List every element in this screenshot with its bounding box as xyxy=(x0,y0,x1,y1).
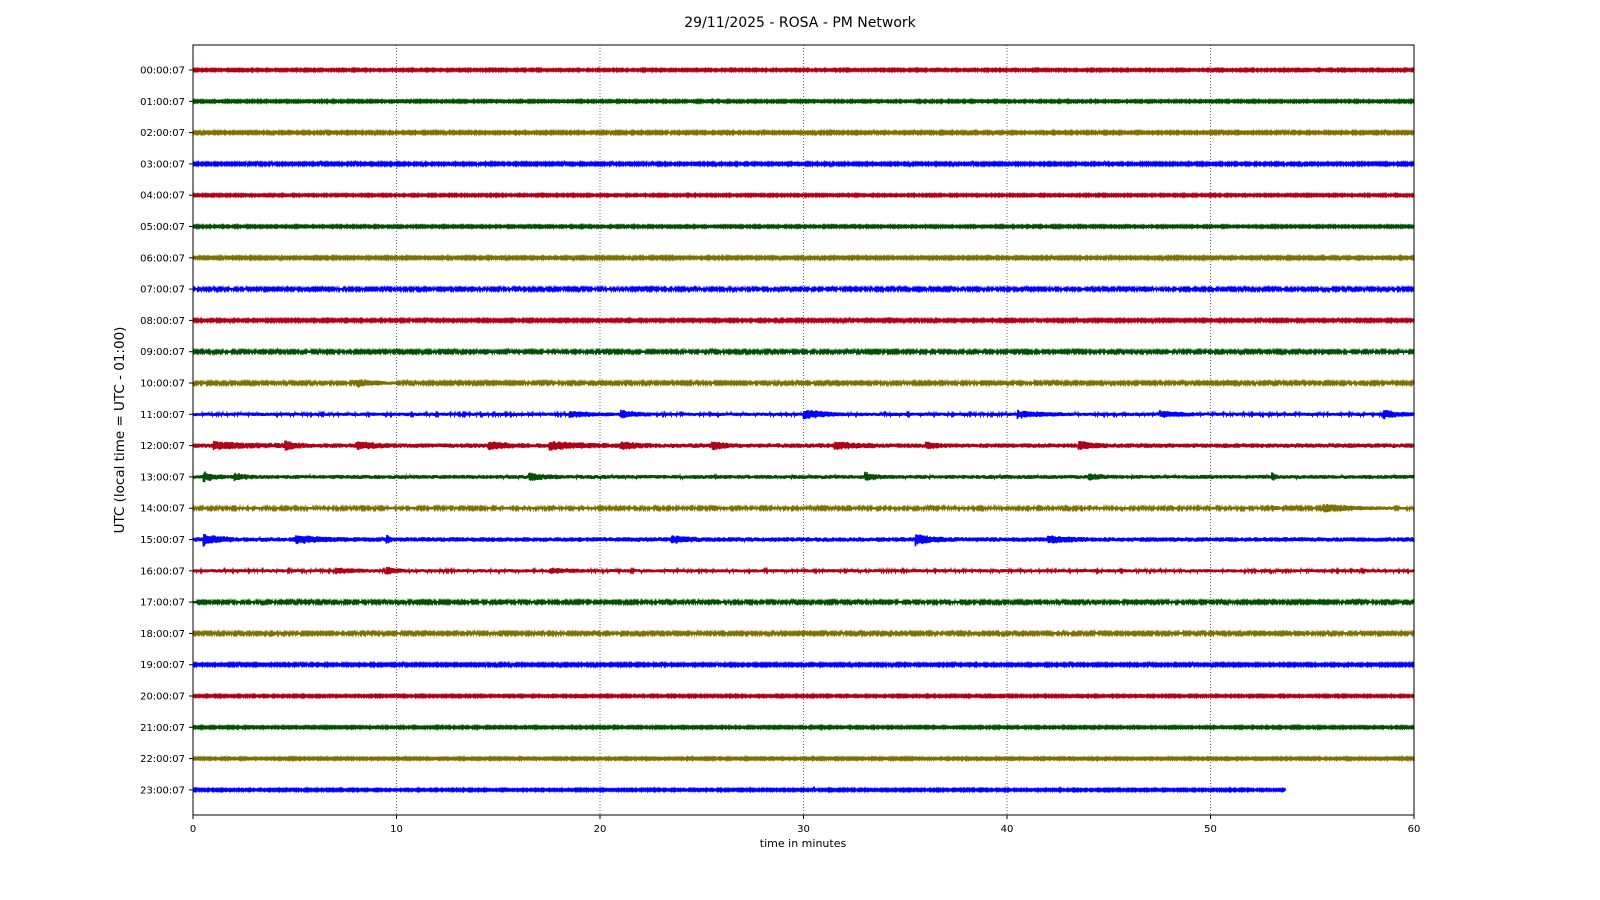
y-tick-label: 20:00:07 xyxy=(140,692,185,703)
y-tick-label: 02:00:07 xyxy=(140,128,185,139)
trace-row xyxy=(192,316,1415,325)
x-tick-label: 50 xyxy=(1204,824,1217,835)
trace-row xyxy=(192,471,1415,483)
x-tick-label: 0 xyxy=(190,824,196,835)
y-tick-label: 22:00:07 xyxy=(140,754,185,765)
y-tick-label: 21:00:07 xyxy=(140,723,185,734)
y-axis-label: UTC (local time = UTC - 01:00) xyxy=(112,327,128,534)
chart-title: 29/11/2025 - ROSA - PM Network xyxy=(684,15,916,31)
y-tick-label: 08:00:07 xyxy=(140,316,185,327)
y-tick-label: 13:00:07 xyxy=(140,472,185,483)
y-tick-label: 15:00:07 xyxy=(140,535,185,546)
trace-row xyxy=(192,128,1415,137)
x-tick-label: 20 xyxy=(594,824,607,835)
y-tick-label: 12:00:07 xyxy=(140,441,185,452)
trace-row xyxy=(192,754,1415,763)
y-tick-label: 09:00:07 xyxy=(140,347,185,358)
trace-row xyxy=(192,66,1415,74)
trace-row xyxy=(192,253,1415,263)
y-tick-label: 01:00:07 xyxy=(140,97,185,108)
trace-row xyxy=(192,440,1415,451)
y-tick-label: 10:00:07 xyxy=(140,379,185,390)
y-tick-label: 11:00:07 xyxy=(140,410,185,421)
x-axis-label: time in minutes xyxy=(760,837,847,850)
trace-row xyxy=(192,660,1415,669)
trace-row xyxy=(192,284,1415,294)
trace-row xyxy=(192,629,1415,638)
y-tick-label: 04:00:07 xyxy=(140,191,185,202)
y-tick-label: 19:00:07 xyxy=(140,660,185,671)
trace-row xyxy=(192,566,1415,576)
y-tick-label: 14:00:07 xyxy=(140,504,185,515)
trace-row xyxy=(192,409,1415,420)
y-tick-labels: 00:00:07 01:00:07 02:00:07 03:00:07 04:00:07… xyxy=(140,66,193,796)
y-tick-label: 18:00:07 xyxy=(140,629,185,640)
trace-row xyxy=(192,503,1415,513)
trace-row xyxy=(192,378,1415,388)
trace-row xyxy=(192,723,1415,732)
y-tick-label: 06:00:07 xyxy=(140,253,185,264)
y-tick-label: 16:00:07 xyxy=(140,566,185,577)
y-tick-label: 07:00:07 xyxy=(140,285,185,296)
y-tick-label: 05:00:07 xyxy=(140,222,185,233)
trace-row xyxy=(192,222,1415,231)
x-tick-label: 30 xyxy=(797,824,810,835)
trace-row xyxy=(192,191,1415,200)
trace-row xyxy=(192,692,1415,700)
x-tick-label: 60 xyxy=(1408,824,1421,835)
trace-row xyxy=(192,97,1415,106)
trace-row xyxy=(192,533,1415,547)
y-tick-label: 23:00:07 xyxy=(140,785,185,796)
x-tick-labels: 0 10 20 30 40 50 60 xyxy=(190,815,1421,835)
y-tick-label: 17:00:07 xyxy=(140,598,185,609)
seismic-traces xyxy=(192,66,1415,794)
x-tick-label: 10 xyxy=(390,824,403,835)
trace-row xyxy=(192,159,1415,169)
trace-row xyxy=(192,347,1415,357)
y-tick-label: 00:00:07 xyxy=(140,66,185,77)
y-tick-label: 03:00:07 xyxy=(140,159,185,170)
x-tick-label: 40 xyxy=(1001,824,1014,835)
trace-row xyxy=(192,597,1415,607)
grid-lines xyxy=(396,45,1211,815)
trace-row xyxy=(192,786,1287,794)
